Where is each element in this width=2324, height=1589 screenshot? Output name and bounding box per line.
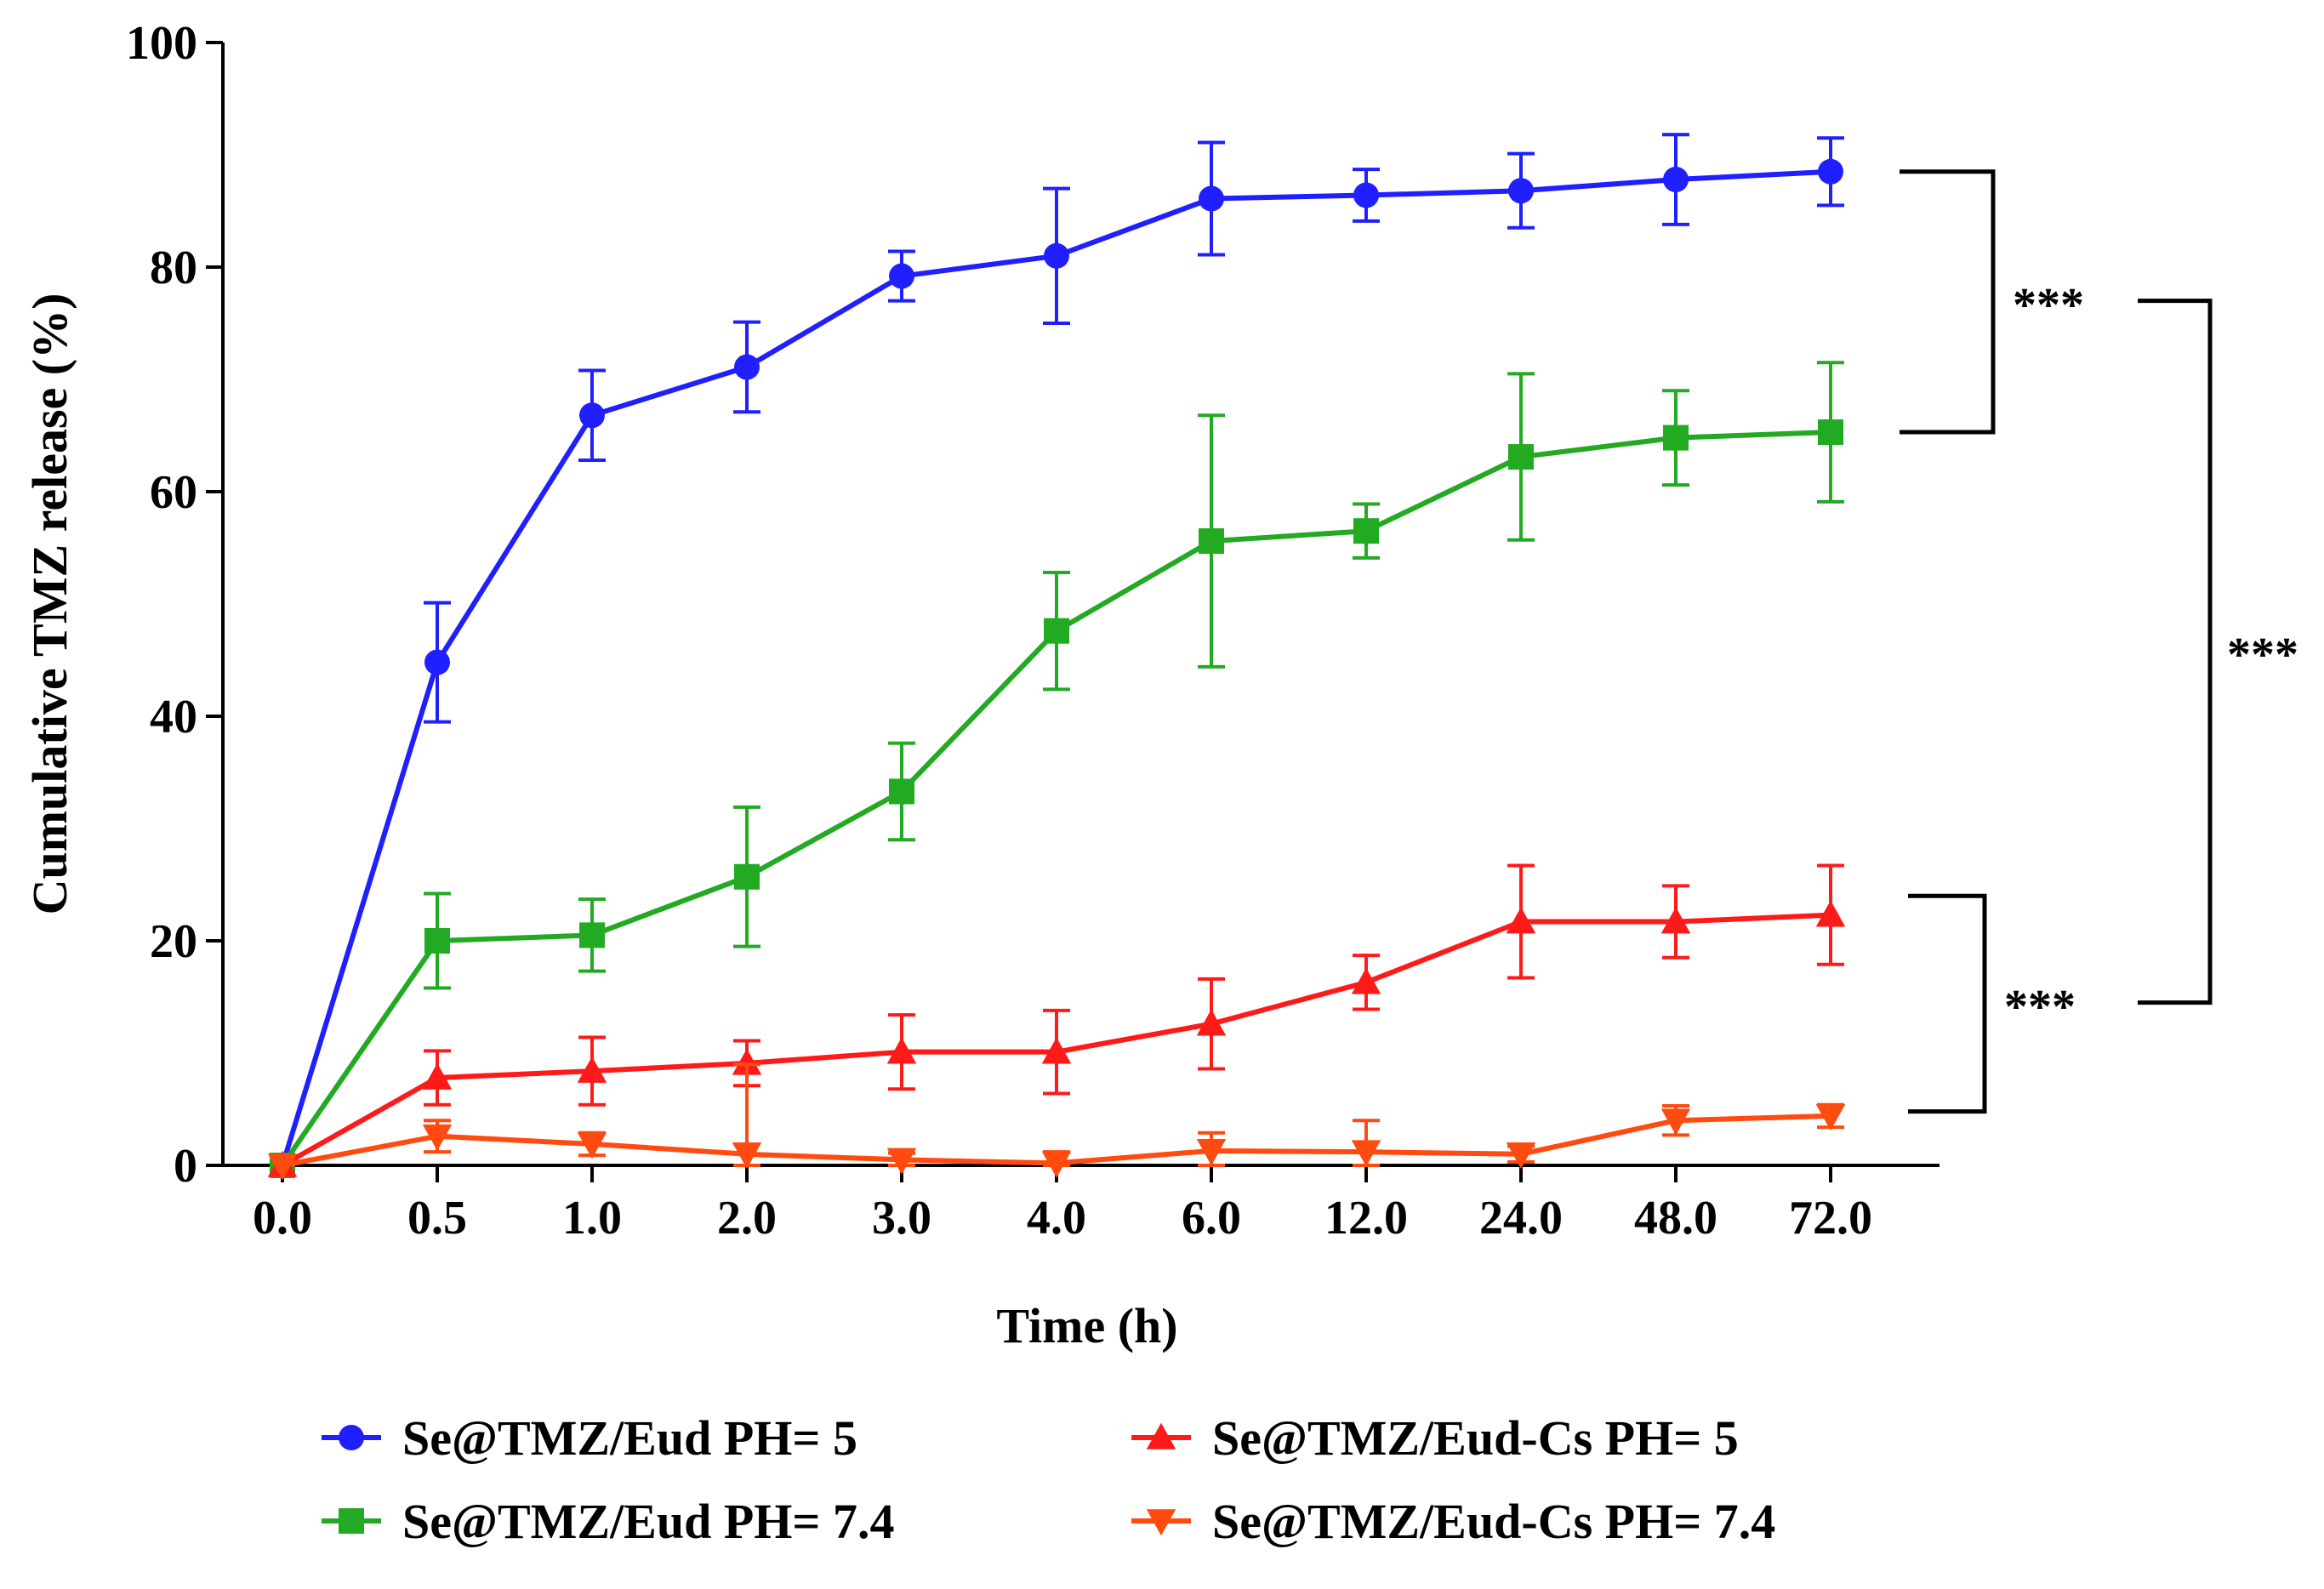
data-point [889, 263, 914, 289]
x-tick-label: 24.0 [1479, 1192, 1563, 1244]
data-point [1506, 907, 1536, 934]
significance-label: *** [2004, 981, 2076, 1034]
data-point [577, 1132, 607, 1159]
bracket-line [1908, 893, 1987, 1114]
data-point [1199, 528, 1224, 555]
x-ticks: 0.0 0.5 1.0 2.0 3.0 4.0 6.0 12.0 24.0 48.0 72.0 [253, 1165, 1872, 1244]
data-point [1196, 1139, 1227, 1166]
legend-marker [339, 1425, 364, 1450]
series-3 [267, 863, 1846, 1177]
legend-label: Se@TMZ/Eud-Cs PH= 7.4 [1212, 1494, 1775, 1549]
data-point [886, 1148, 917, 1175]
x-tick-label: 48.0 [1634, 1192, 1717, 1244]
data-point [1508, 444, 1534, 470]
legend-item-1: Se@TMZ/Eud PH= 5 [322, 1410, 857, 1466]
data-point [422, 1062, 453, 1090]
data-point [886, 1037, 917, 1064]
data-point [1041, 1151, 1072, 1178]
significance-label: *** [2013, 279, 2084, 332]
data-point [1199, 185, 1224, 212]
data-point [1196, 1009, 1227, 1036]
x-tick-label: 1.0 [562, 1192, 622, 1244]
data-point [577, 1056, 607, 1083]
data-point [1818, 419, 1843, 446]
legend-label: Se@TMZ/Eud PH= 5 [402, 1410, 857, 1466]
data-point [734, 863, 760, 890]
data-point [1351, 1140, 1381, 1167]
y-tick-label: 20 [150, 915, 197, 968]
data-point [1815, 1104, 1846, 1131]
y-tick-label: 100 [126, 17, 197, 70]
y-tick-label: 80 [150, 242, 197, 294]
x-tick-label: 12.0 [1324, 1192, 1408, 1244]
x-tick-label: 72.0 [1789, 1192, 1872, 1244]
legend-marker [1146, 1422, 1176, 1449]
y-axis-title: Cumulative TMZ release (%) [22, 293, 77, 915]
bracket-line [2138, 299, 2213, 1005]
axes [221, 43, 1940, 1167]
data-point [1660, 1108, 1691, 1136]
data-point [1508, 178, 1534, 204]
legend: Se@TMZ/Eud PH= 5 Se@TMZ/Eud PH= 7.4 Se@TMZ… [322, 1410, 1775, 1549]
x-tick-label: 0.5 [407, 1192, 467, 1244]
data-point [1044, 618, 1069, 644]
series-2 [270, 361, 1844, 1178]
data-point [1351, 967, 1381, 994]
data-point [1353, 518, 1379, 544]
significance-brackets: *** *** *** [1900, 169, 2298, 1114]
data-point [732, 1142, 762, 1170]
data-point [1818, 158, 1843, 185]
x-tick-label: 6.0 [1182, 1192, 1241, 1244]
significance-bracket-2: *** [1908, 893, 2076, 1114]
data-point [422, 1124, 453, 1151]
data-point [267, 1153, 298, 1181]
legend-label: Se@TMZ/Eud-Cs PH= 5 [1212, 1410, 1739, 1466]
y-tick-label: 0 [174, 1140, 197, 1193]
x-tick-label: 0.0 [253, 1192, 312, 1244]
data-point [889, 778, 914, 805]
y-ticks: 0 20 40 60 80 100 [126, 17, 223, 1193]
y-tick-label: 40 [150, 691, 197, 743]
x-tick-label: 3.0 [872, 1192, 931, 1244]
significance-bracket-3: *** [2138, 299, 2298, 1005]
x-tick-label: 4.0 [1027, 1192, 1086, 1244]
series-4 [267, 1062, 1846, 1181]
data-point [1663, 424, 1689, 451]
data-point [1660, 907, 1691, 934]
data-point [734, 354, 760, 380]
data-point [1353, 182, 1379, 208]
legend-item-4: Se@TMZ/Eud-Cs PH= 7.4 [1131, 1494, 1775, 1549]
legend-marker [1146, 1509, 1176, 1536]
x-tick-label: 2.0 [717, 1192, 777, 1244]
legend-label: Se@TMZ/Eud PH= 7.4 [402, 1494, 894, 1549]
significance-label: *** [2227, 629, 2298, 681]
data-point [424, 928, 450, 954]
legend-marker [339, 1508, 364, 1534]
data-point [579, 922, 605, 948]
bracket-line [1900, 169, 1996, 435]
data-point [579, 402, 605, 429]
data-point [1044, 242, 1069, 269]
data-point [1815, 900, 1846, 927]
series-layer [267, 133, 1846, 1181]
data-point [1506, 1142, 1536, 1170]
x-axis-title: Time (h) [996, 1298, 1177, 1353]
y-tick-label: 60 [150, 466, 197, 519]
legend-item-2: Se@TMZ/Eud PH= 7.4 [322, 1494, 894, 1549]
data-point [1663, 167, 1689, 193]
legend-item-3: Se@TMZ/Eud-Cs PH= 5 [1131, 1410, 1739, 1466]
data-point [1041, 1037, 1072, 1064]
data-point [732, 1048, 762, 1075]
data-point [424, 649, 450, 675]
significance-bracket-1: *** [1900, 169, 2084, 435]
